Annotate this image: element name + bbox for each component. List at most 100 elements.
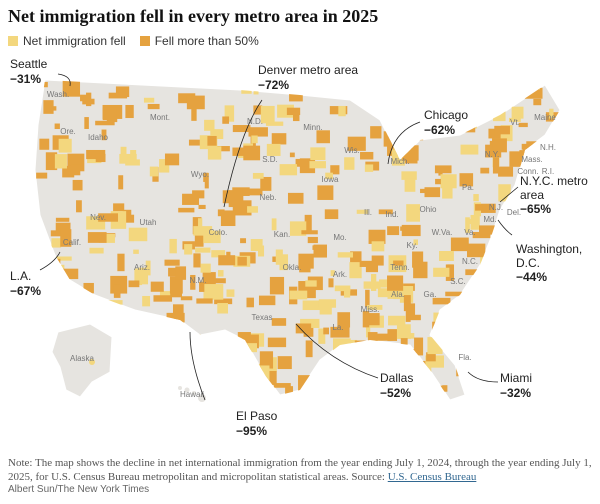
metro-area <box>151 334 166 344</box>
metro-area <box>299 259 311 273</box>
state-label: Ore. <box>60 127 76 136</box>
metro-area <box>413 239 418 245</box>
metro-area <box>302 300 322 311</box>
metro-area <box>523 338 530 350</box>
metro-area <box>118 214 135 223</box>
metro-area <box>251 135 258 144</box>
metro-area <box>450 237 469 252</box>
state-label: N.M. <box>190 276 207 285</box>
metro-area <box>210 129 224 140</box>
metro-area <box>303 383 320 400</box>
metro-area <box>289 152 295 158</box>
metro-area <box>307 236 318 244</box>
metro-area <box>396 324 411 339</box>
note-text: Note: The map shows the decline in net i… <box>8 457 592 483</box>
metro-area <box>43 100 54 114</box>
metro-area <box>258 295 276 306</box>
metro-area <box>226 289 235 297</box>
state-label: Ga. <box>424 290 437 299</box>
metro-area <box>435 178 441 185</box>
metro-area <box>406 204 421 222</box>
metro-area <box>211 250 226 258</box>
state-label: S.C. <box>450 277 466 286</box>
metro-area <box>370 126 382 139</box>
metro-area <box>441 309 454 314</box>
metro-area <box>498 166 514 177</box>
note: Note: The map shows the decline in net i… <box>8 456 596 484</box>
state-label: Ill. <box>364 208 372 217</box>
metro-area <box>471 377 479 392</box>
callout-value: −72% <box>258 78 289 92</box>
state-label: Alaska <box>70 354 95 363</box>
metro-area <box>232 200 252 216</box>
state-label: Wis. <box>344 146 360 155</box>
metro-area <box>533 98 542 106</box>
metro-area <box>128 227 148 242</box>
metro-area <box>247 206 258 213</box>
metro-area <box>368 229 386 244</box>
metro-area <box>370 273 377 291</box>
callout-value: −62% <box>424 123 455 137</box>
metro-area <box>289 398 295 400</box>
metro-area <box>330 270 335 277</box>
metro-area <box>400 226 406 231</box>
metro-area <box>485 272 506 278</box>
metro-area <box>286 107 301 116</box>
metro-area <box>217 303 228 314</box>
metro-area <box>253 105 263 115</box>
legend-item: Fell more than 50% <box>139 34 259 48</box>
source-link[interactable]: U.S. Census Bureau <box>387 471 477 483</box>
metro-area <box>77 318 92 325</box>
metro-area <box>198 204 206 210</box>
swatch <box>8 36 18 46</box>
alaska <box>51 323 113 398</box>
metro-area <box>207 135 217 146</box>
metro-area <box>433 312 446 326</box>
metro-area <box>490 298 500 308</box>
metro-area <box>543 349 559 363</box>
metro-area <box>169 276 183 294</box>
state-label: Fla. <box>458 353 471 362</box>
metro-area <box>523 80 530 90</box>
metro-area <box>318 328 326 344</box>
credit: Albert Sun/The New York Times <box>8 484 150 495</box>
metro-area <box>432 297 451 305</box>
metro-area <box>393 144 398 149</box>
state-label: Pa. <box>462 183 474 192</box>
metro-area <box>344 157 355 170</box>
metro-area <box>426 379 435 398</box>
metro-area <box>427 337 443 355</box>
metro-area <box>535 390 541 400</box>
metro-area <box>271 218 277 231</box>
metro-area <box>164 153 180 166</box>
metro-area <box>279 164 298 176</box>
metro-area <box>558 220 560 238</box>
metro-area <box>401 171 417 180</box>
metro-area <box>203 284 224 300</box>
metro-area <box>85 397 102 400</box>
metro-area <box>383 131 400 147</box>
metro-area <box>180 296 193 301</box>
metro-area <box>159 159 170 173</box>
metro-area <box>241 83 252 94</box>
metro-area <box>350 251 362 264</box>
callout-name: N.Y.C. metro area <box>520 174 588 202</box>
metro-area <box>403 295 411 312</box>
metro-area <box>330 165 340 175</box>
metro-area <box>130 150 137 159</box>
leader-lines <box>39 73 519 401</box>
state-label: Nev. <box>90 213 106 222</box>
metro-area <box>477 203 496 213</box>
metro-area <box>86 149 106 160</box>
metro-area <box>250 239 263 251</box>
metro-area <box>204 172 209 189</box>
metro-area <box>463 396 478 400</box>
metro-area <box>52 256 72 261</box>
state-label: Ariz. <box>134 263 150 272</box>
metro-area <box>337 252 354 258</box>
metro-area <box>122 209 132 219</box>
callout-value: −67% <box>10 284 41 298</box>
metro-area <box>459 173 474 187</box>
metro-area <box>159 291 171 297</box>
state-label: Del. <box>507 208 521 217</box>
